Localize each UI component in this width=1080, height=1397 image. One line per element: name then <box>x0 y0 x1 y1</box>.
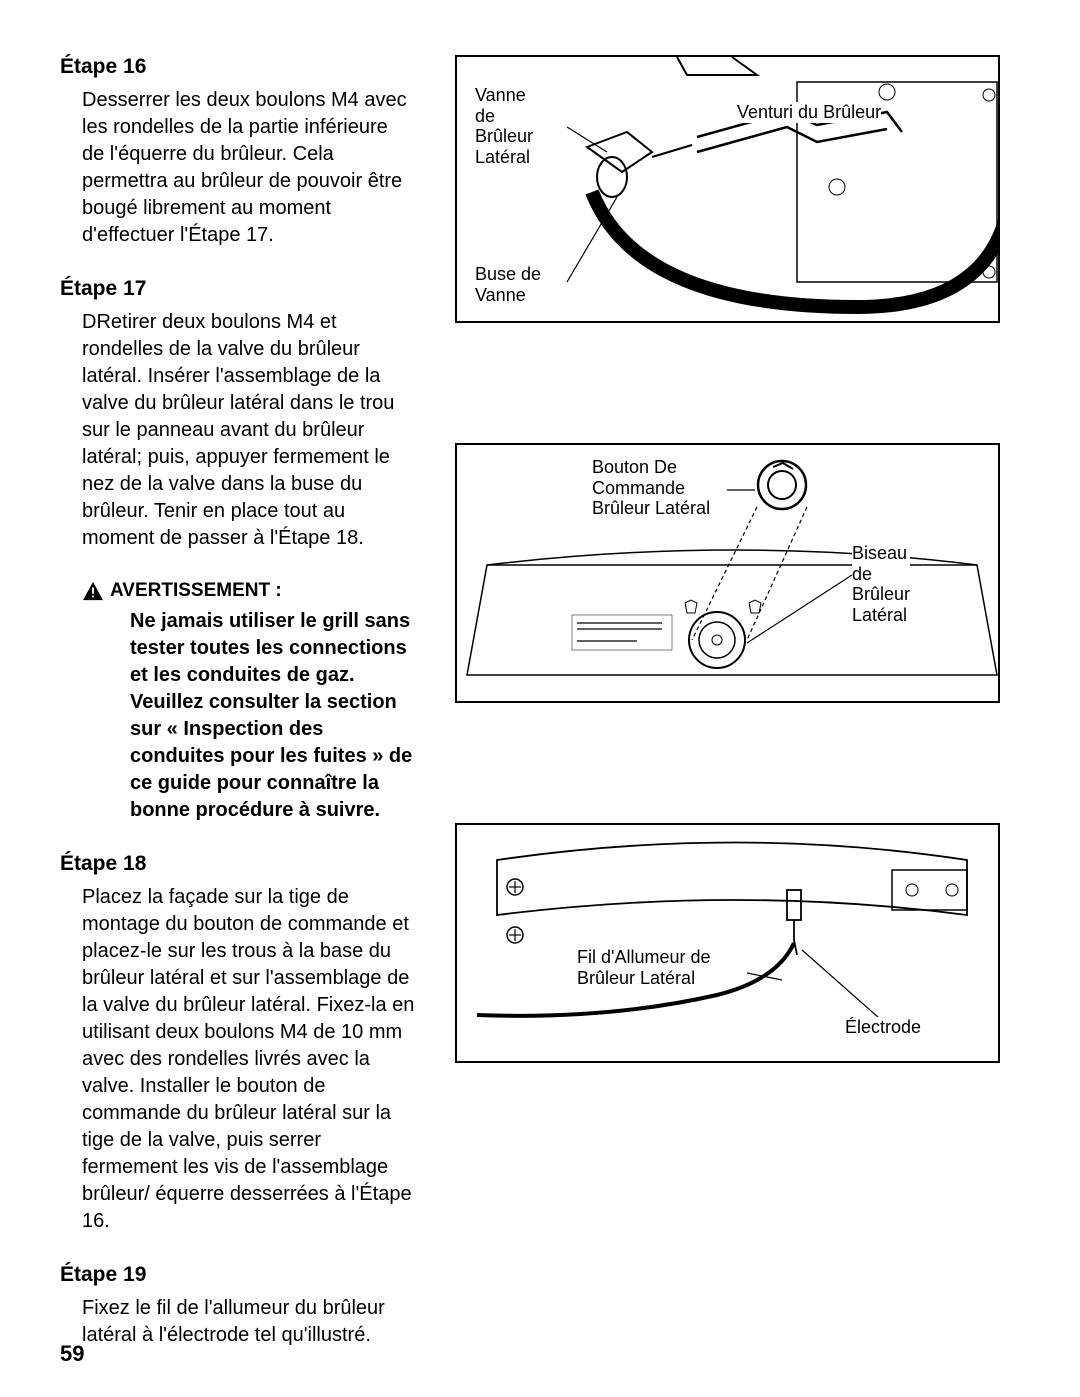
left-column: Étape 16 Desserrer les deux boulons M4 a… <box>60 55 440 1367</box>
step-16-heading: Étape 16 <box>60 55 415 79</box>
right-column: Vanne de Brûleur Latéral Venturi du Brûl… <box>440 55 1000 1367</box>
step-18-heading: Étape 18 <box>60 852 415 876</box>
figure-valve-assembly: Vanne de Brûleur Latéral Venturi du Brûl… <box>455 55 1000 323</box>
step-19-body: Fixez le fil de l'allumeur du brûleur la… <box>82 1295 415 1349</box>
figure-igniter-wire: Fil d'Allumeur de Brûleur Latéral Électr… <box>455 823 1000 1063</box>
warning-label: AVERTISSEMENT : <box>82 580 415 602</box>
warning-block: AVERTISSEMENT : Ne jamais utiliser le gr… <box>82 580 415 824</box>
fig2-label-bezel: Biseau de Brûleur Latéral <box>852 543 910 626</box>
fig1-label-valve: Vanne de Brûleur Latéral <box>475 85 533 168</box>
page-number: 59 <box>60 1341 84 1367</box>
figure-control-knob: Bouton De Commande Brûleur Latéral Bisea… <box>455 443 1000 703</box>
fig1-label-nozzle: Buse de Vanne <box>475 264 541 305</box>
step-17-body: DRetirer deux boulons M4 et rondelles de… <box>82 309 415 552</box>
step-19-heading: Étape 19 <box>60 1263 415 1287</box>
warning-body: Ne jamais utiliser le grill sans tester … <box>130 608 415 824</box>
step-16: Étape 16 Desserrer les deux boulons M4 a… <box>60 55 415 249</box>
fig3-label-wire: Fil d'Allumeur de Brûleur Latéral <box>577 947 711 988</box>
fig3-label-electrode: Électrode <box>845 1017 921 1038</box>
step-19: Étape 19 Fixez le fil de l'allumeur du b… <box>60 1263 415 1349</box>
warning-triangle-icon <box>82 581 104 601</box>
fig1-label-venturi: Venturi du Brûleur <box>737 102 881 123</box>
fig2-label-knob: Bouton De Commande Brûleur Latéral <box>592 457 710 519</box>
step-17-heading: Étape 17 <box>60 277 415 301</box>
step-16-body: Desserrer les deux boulons M4 avec les r… <box>82 87 415 249</box>
step-18-body: Placez la façade sur la tige de montage … <box>82 884 415 1235</box>
warning-label-text: AVERTISSEMENT : <box>110 580 282 602</box>
step-17: Étape 17 DRetirer deux boulons M4 et ron… <box>60 277 415 552</box>
step-18: Étape 18 Placez la façade sur la tige de… <box>60 852 415 1235</box>
